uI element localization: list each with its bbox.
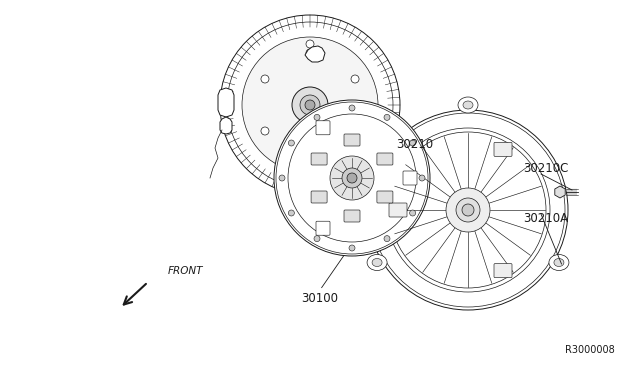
- Ellipse shape: [261, 127, 269, 135]
- Ellipse shape: [279, 175, 285, 181]
- Ellipse shape: [306, 153, 314, 161]
- Ellipse shape: [463, 101, 473, 109]
- Ellipse shape: [410, 140, 415, 146]
- FancyBboxPatch shape: [403, 171, 417, 185]
- Ellipse shape: [274, 100, 430, 256]
- Ellipse shape: [342, 168, 362, 188]
- Ellipse shape: [462, 204, 474, 216]
- Ellipse shape: [367, 254, 387, 270]
- FancyBboxPatch shape: [377, 153, 393, 165]
- Ellipse shape: [289, 210, 294, 216]
- FancyBboxPatch shape: [377, 191, 393, 203]
- FancyBboxPatch shape: [311, 191, 327, 203]
- Ellipse shape: [372, 259, 382, 266]
- Polygon shape: [305, 46, 325, 62]
- Ellipse shape: [220, 15, 400, 195]
- Polygon shape: [230, 50, 352, 155]
- Text: FRONT: FRONT: [168, 266, 204, 276]
- Polygon shape: [220, 117, 232, 134]
- Text: 30210C: 30210C: [524, 161, 569, 174]
- Ellipse shape: [306, 49, 314, 57]
- FancyBboxPatch shape: [494, 264, 512, 278]
- Ellipse shape: [347, 173, 357, 183]
- Text: R3000008: R3000008: [565, 345, 615, 355]
- FancyBboxPatch shape: [316, 121, 330, 135]
- Ellipse shape: [300, 95, 320, 115]
- FancyBboxPatch shape: [344, 210, 360, 222]
- Text: 30210: 30210: [396, 138, 433, 151]
- Ellipse shape: [368, 110, 568, 310]
- Ellipse shape: [314, 114, 320, 121]
- Ellipse shape: [351, 127, 359, 135]
- Ellipse shape: [349, 105, 355, 111]
- Ellipse shape: [549, 254, 569, 270]
- FancyBboxPatch shape: [316, 221, 330, 235]
- Ellipse shape: [456, 198, 480, 222]
- Ellipse shape: [242, 37, 378, 173]
- Ellipse shape: [239, 51, 343, 155]
- FancyBboxPatch shape: [311, 153, 327, 165]
- Ellipse shape: [458, 97, 478, 113]
- Ellipse shape: [289, 140, 294, 146]
- FancyBboxPatch shape: [389, 203, 407, 217]
- Ellipse shape: [306, 40, 314, 48]
- FancyBboxPatch shape: [344, 134, 360, 146]
- FancyBboxPatch shape: [494, 142, 512, 156]
- Ellipse shape: [419, 175, 425, 181]
- Polygon shape: [218, 88, 234, 117]
- Ellipse shape: [351, 75, 359, 83]
- Ellipse shape: [384, 114, 390, 121]
- Ellipse shape: [261, 75, 269, 83]
- Text: 30210A: 30210A: [524, 212, 568, 224]
- Ellipse shape: [292, 87, 328, 123]
- Ellipse shape: [384, 235, 390, 242]
- Ellipse shape: [446, 188, 490, 232]
- Ellipse shape: [349, 245, 355, 251]
- Ellipse shape: [330, 156, 374, 200]
- Text: 30100: 30100: [301, 292, 339, 305]
- Ellipse shape: [410, 210, 415, 216]
- Ellipse shape: [314, 235, 320, 242]
- Ellipse shape: [554, 259, 564, 266]
- Polygon shape: [555, 186, 565, 198]
- Ellipse shape: [305, 100, 315, 110]
